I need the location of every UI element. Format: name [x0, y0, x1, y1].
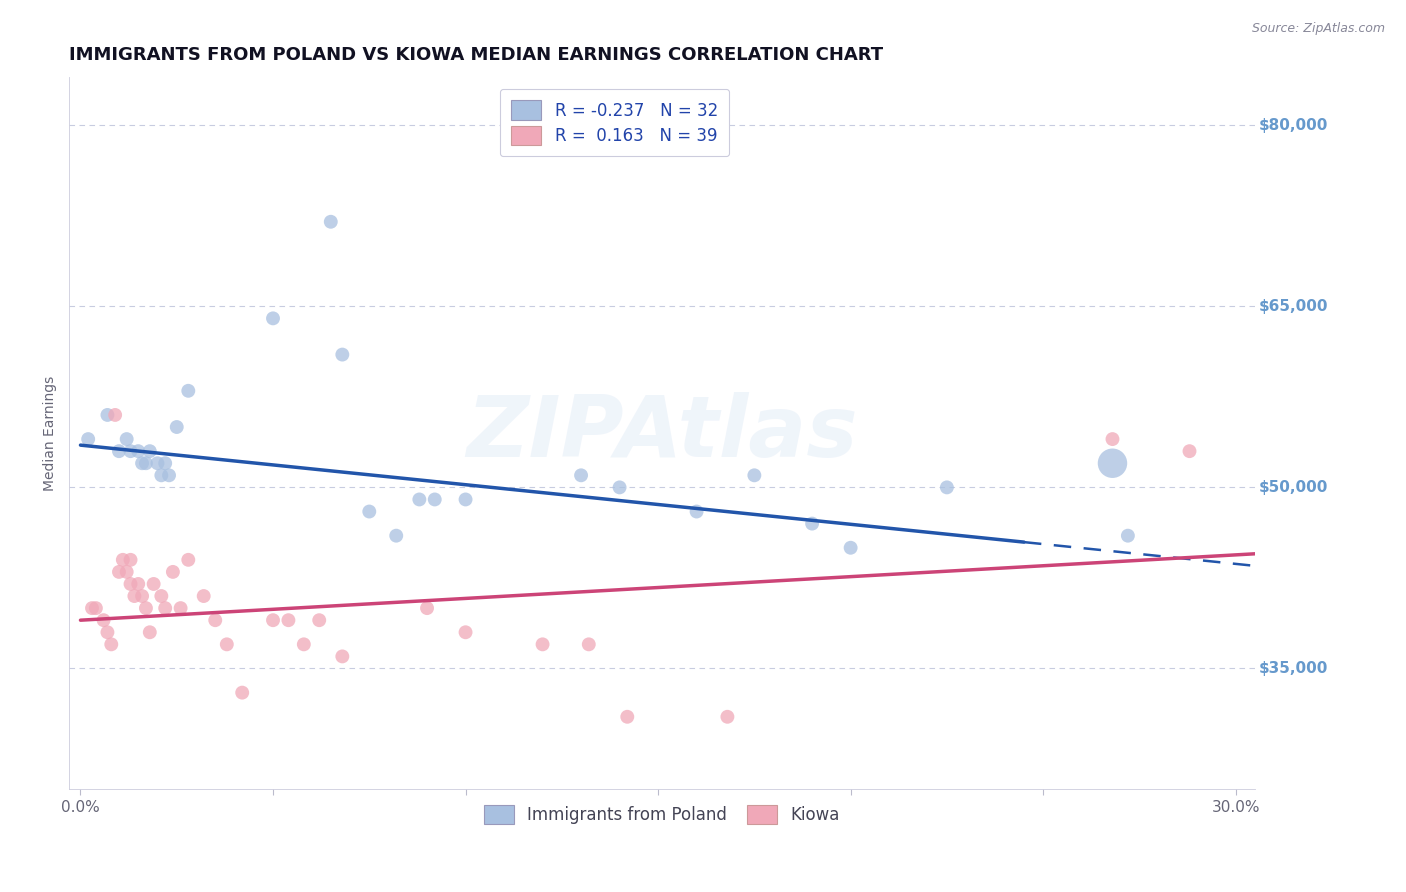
Point [193, 589, 215, 603]
Point [215, 637, 238, 651]
Point [744, 468, 766, 483]
Point [120, 444, 142, 458]
Point [131, 456, 153, 470]
Point [127, 444, 149, 458]
Point [120, 577, 142, 591]
Point [166, 420, 188, 434]
Point [77, 432, 100, 446]
Y-axis label: Median Earnings: Median Earnings [44, 376, 58, 491]
Point [1101, 432, 1123, 446]
Point [146, 456, 169, 470]
Point [120, 553, 142, 567]
Point [139, 444, 162, 458]
Point [150, 589, 173, 603]
Point [177, 553, 200, 567]
Point [162, 565, 184, 579]
Point [96, 625, 118, 640]
Point [139, 625, 162, 640]
Point [685, 504, 707, 518]
Point [169, 601, 191, 615]
Point [359, 504, 381, 518]
Point [153, 456, 176, 470]
Text: ZIPAtlas: ZIPAtlas [467, 392, 858, 475]
Point [104, 408, 127, 422]
Point [131, 589, 153, 603]
Legend: Immigrants from Poland, Kiowa: Immigrants from Poland, Kiowa [474, 795, 849, 834]
Point [204, 613, 226, 627]
Point [1101, 456, 1123, 470]
Point [416, 601, 439, 615]
Point [262, 613, 284, 627]
Point [330, 649, 353, 664]
Point [385, 529, 408, 543]
Point [150, 468, 173, 483]
Point [127, 577, 149, 591]
Point [308, 613, 330, 627]
Point [578, 637, 600, 651]
Point [142, 577, 165, 591]
Point [319, 215, 342, 229]
Point [135, 601, 157, 615]
Point [1116, 529, 1139, 543]
Point [84, 601, 107, 615]
Point [1178, 444, 1201, 458]
Point [408, 492, 430, 507]
Point [277, 613, 299, 627]
Point [100, 637, 122, 651]
Point [935, 480, 957, 494]
Point [716, 710, 738, 724]
Point [124, 589, 146, 603]
Point [115, 565, 138, 579]
Point [839, 541, 862, 555]
Text: $65,000: $65,000 [1258, 299, 1329, 314]
Text: Source: ZipAtlas.com: Source: ZipAtlas.com [1251, 22, 1385, 36]
Point [108, 444, 131, 458]
Text: IMMIGRANTS FROM POLAND VS KIOWA MEDIAN EARNINGS CORRELATION CHART: IMMIGRANTS FROM POLAND VS KIOWA MEDIAN E… [69, 46, 883, 64]
Point [262, 311, 284, 326]
Point [569, 468, 592, 483]
Point [93, 613, 115, 627]
Point [111, 553, 134, 567]
Text: $35,000: $35,000 [1258, 661, 1327, 676]
Point [177, 384, 200, 398]
Point [616, 710, 638, 724]
Point [531, 637, 554, 651]
Point [108, 565, 131, 579]
Point [231, 685, 253, 699]
Point [454, 492, 477, 507]
Point [80, 601, 103, 615]
Point [153, 601, 176, 615]
Point [115, 432, 138, 446]
Point [801, 516, 824, 531]
Point [454, 625, 477, 640]
Text: $80,000: $80,000 [1258, 118, 1327, 133]
Point [292, 637, 315, 651]
Point [135, 456, 157, 470]
Point [423, 492, 446, 507]
Point [330, 348, 353, 362]
Text: $50,000: $50,000 [1258, 480, 1327, 495]
Point [609, 480, 631, 494]
Point [96, 408, 118, 422]
Point [157, 468, 180, 483]
